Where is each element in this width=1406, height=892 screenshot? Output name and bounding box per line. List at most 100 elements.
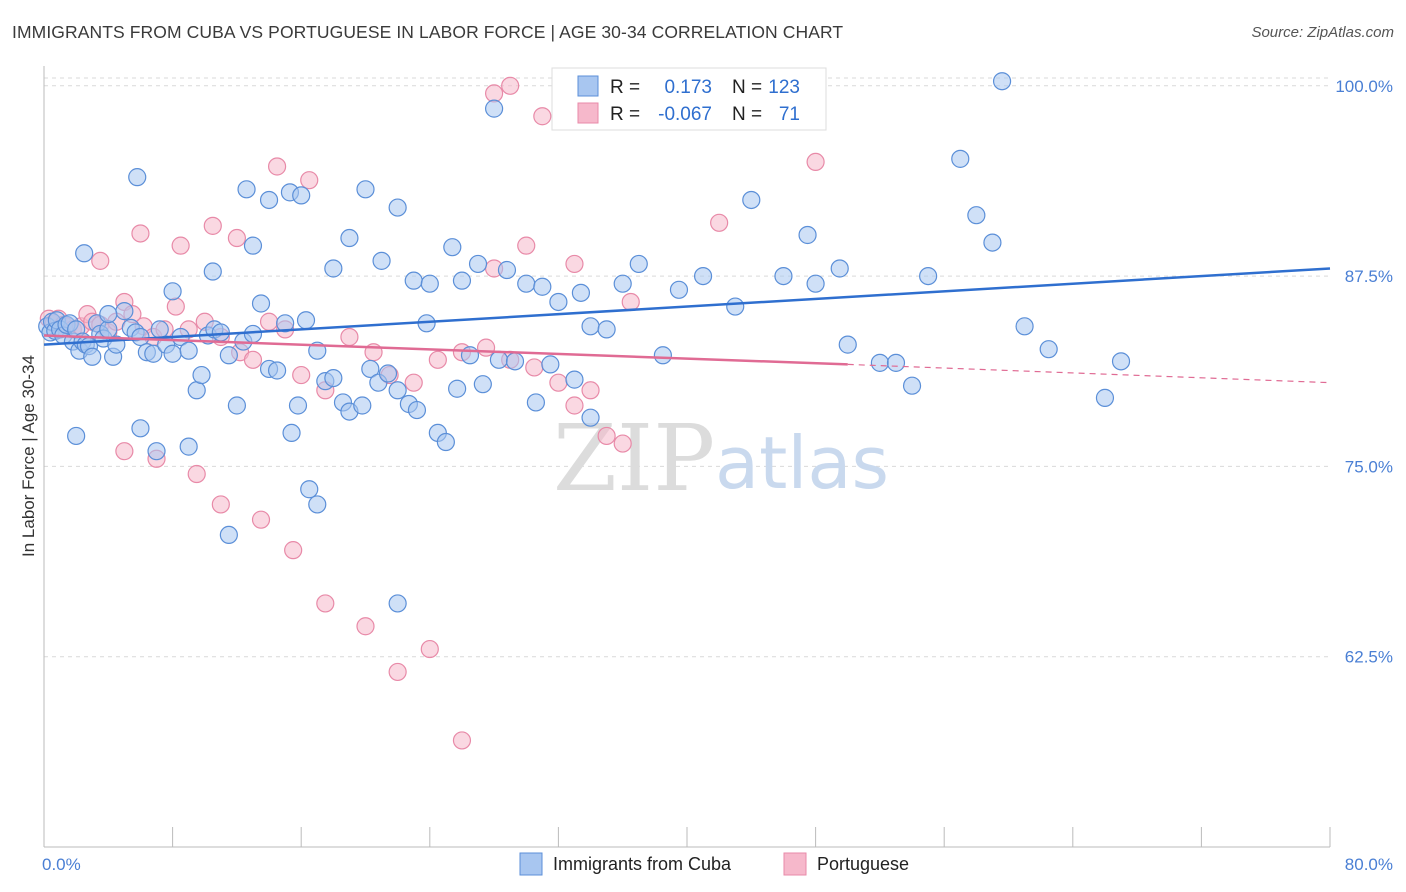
point-cuba-124	[131, 419, 150, 438]
point-cuba-57	[378, 364, 398, 383]
point-cuba-93	[517, 274, 536, 293]
point-portuguese-52	[485, 84, 504, 103]
point-cuba-129	[308, 495, 327, 514]
point-portuguese-63	[131, 224, 150, 243]
point-cuba-41	[243, 324, 263, 344]
point-cuba-66	[473, 375, 492, 394]
point-portuguese-31	[428, 350, 447, 369]
legend-n-label-portuguese: N =	[732, 104, 762, 125]
point-cuba-104	[726, 297, 745, 316]
point-cuba-116	[967, 206, 986, 225]
point-cuba-98	[597, 320, 616, 339]
correlation-legend: R = 0.173 N = 123 R = -0.067 N = 71	[551, 67, 827, 131]
legend-n-value-portuguese: 71	[779, 104, 800, 125]
point-portuguese-65	[203, 216, 222, 235]
legend-n-value-cuba: 123	[768, 77, 800, 98]
point-portuguese-39	[597, 426, 616, 446]
x-tick-label-1: 80.0%	[1345, 855, 1393, 874]
point-portuguese-30	[404, 373, 423, 392]
point-portuguese-33	[476, 338, 496, 357]
trendline-cuba	[43, 267, 1331, 346]
point-cuba-94	[533, 277, 552, 296]
point-cuba-33	[187, 381, 206, 400]
point-portuguese-43	[187, 464, 206, 484]
point-cuba-73	[75, 244, 94, 263]
legend-r-value-portuguese: -0.067	[658, 104, 712, 125]
point-cuba-95	[549, 292, 568, 312]
point-cuba-120	[1095, 388, 1115, 407]
point-cuba-15	[83, 347, 102, 366]
point-portuguese-61	[621, 292, 640, 312]
point-cuba-28	[150, 320, 169, 339]
point-cuba-92	[497, 260, 517, 280]
point-portuguese-62	[91, 251, 110, 270]
point-cuba-68	[505, 352, 525, 371]
point-portuguese-27	[340, 327, 359, 347]
point-cuba-99	[613, 274, 632, 293]
point-portuguese-60	[565, 254, 584, 274]
point-portuguese-69	[710, 213, 729, 232]
point-cuba-91	[468, 254, 488, 274]
point-cuba-77	[237, 180, 256, 199]
point-portuguese-35	[525, 358, 544, 377]
point-cuba-113	[902, 376, 922, 395]
legend-r-value-cuba: 0.173	[664, 77, 712, 98]
trendline-portuguese	[43, 334, 848, 366]
point-portuguese-38	[581, 381, 600, 400]
point-cuba-117	[983, 233, 1002, 252]
point-cuba-45	[276, 314, 295, 333]
point-cuba-112	[886, 353, 906, 372]
point-portuguese-17	[166, 297, 185, 316]
point-cuba-55	[361, 359, 380, 379]
point-cuba-123	[99, 305, 118, 324]
point-cuba-39	[227, 396, 246, 415]
point-cuba-108	[806, 274, 825, 293]
point-cuba-38	[219, 346, 238, 365]
point-cuba-79	[259, 190, 279, 210]
watermark: ZIP atlas	[553, 405, 889, 512]
series-legend: Immigrants from Cuba Portuguese	[519, 852, 909, 876]
legend-n-label-cuba: N =	[732, 77, 762, 98]
point-cuba-71	[565, 370, 584, 389]
point-cuba-30	[163, 344, 182, 363]
point-cuba-111	[870, 353, 890, 372]
point-portuguese-40	[613, 434, 632, 453]
point-cuba-76	[203, 262, 222, 281]
y-tick-label-2: 75.0%	[1345, 457, 1393, 476]
series-cuba-points	[38, 72, 1131, 613]
y-axis-label: In Labor Force | Age 30-34	[19, 355, 38, 557]
point-cuba-72	[581, 408, 600, 427]
point-portuguese-44	[211, 495, 230, 514]
point-cuba-54	[353, 396, 372, 415]
point-cuba-102	[669, 280, 689, 299]
point-cuba-34	[192, 365, 211, 385]
point-cuba-37	[211, 323, 230, 342]
point-cuba-84	[356, 180, 375, 199]
legend-swatch-portuguese	[577, 102, 599, 124]
point-cuba-122	[67, 426, 86, 446]
point-cuba-63	[436, 432, 455, 452]
grid-lines	[44, 77, 1330, 658]
point-cuba-22	[115, 302, 134, 321]
point-cuba-90	[452, 271, 472, 290]
point-portuguese-47	[316, 594, 335, 613]
bottom-legend-swatch-cuba	[519, 852, 543, 876]
point-cuba-27	[144, 344, 163, 363]
point-cuba-42	[251, 294, 271, 313]
point-cuba-78	[243, 236, 263, 255]
point-cuba-75	[163, 282, 182, 301]
point-portuguese-48	[356, 617, 375, 636]
point-cuba-110	[838, 335, 857, 354]
point-portuguese-68	[300, 171, 319, 190]
point-portuguese-41	[115, 442, 134, 461]
point-cuba-103	[693, 266, 713, 286]
point-cuba-69	[526, 393, 545, 412]
point-portuguese-49	[388, 662, 407, 682]
point-cuba-96	[571, 283, 591, 302]
point-cuba-97	[581, 317, 600, 336]
chart-title: IMMIGRANTS FROM CUBA VS PORTUGUESE IN LA…	[12, 22, 844, 42]
point-portuguese-25	[292, 365, 311, 385]
point-cuba-119	[1039, 340, 1058, 359]
point-cuba-74	[128, 168, 147, 187]
point-portuguese-37	[565, 396, 584, 415]
